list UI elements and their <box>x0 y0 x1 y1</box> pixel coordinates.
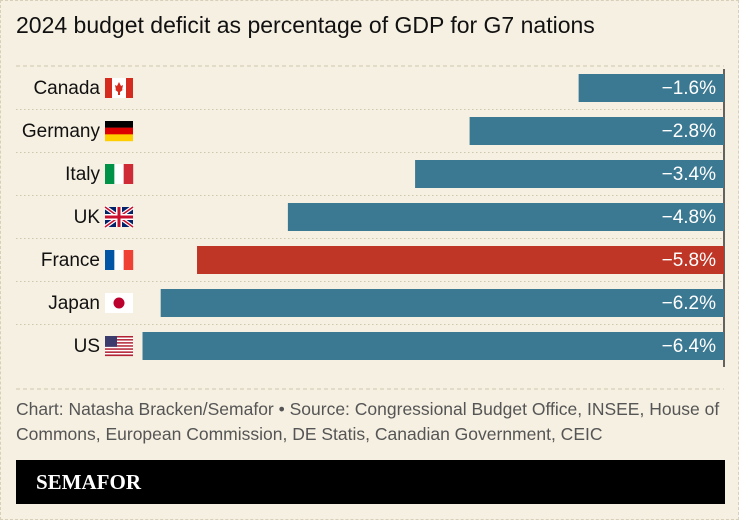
flag-part <box>105 207 133 227</box>
bar <box>469 117 724 145</box>
flag <box>105 336 133 357</box>
flag-part <box>105 164 115 184</box>
flag <box>105 121 133 142</box>
flag-part <box>105 345 133 347</box>
flag-part <box>105 250 115 270</box>
source-note: Chart: Natasha Bracken/Semafor • Source:… <box>16 399 720 444</box>
value-label: −1.6% <box>662 78 717 99</box>
chart: 2024 budget deficit as percentage of GDP… <box>16 12 725 390</box>
flag-part <box>105 121 133 128</box>
flag-part <box>105 342 133 344</box>
category-label: Japan <box>48 293 100 314</box>
flag-part <box>105 354 133 357</box>
value-label: −3.4% <box>662 164 717 185</box>
category-label: Canada <box>33 78 100 99</box>
category-label: UK <box>74 207 101 228</box>
flag-part <box>114 250 124 270</box>
flag-part <box>114 164 124 184</box>
flag-part <box>105 336 133 338</box>
flag <box>105 78 133 98</box>
category-label: France <box>41 250 100 271</box>
value-label: −4.8% <box>662 207 717 228</box>
flag-part <box>105 352 133 355</box>
flag-part <box>105 127 133 135</box>
brand: SEMAFOR <box>16 460 725 504</box>
flag-part <box>105 346 133 349</box>
category-label: US <box>74 336 100 357</box>
flag-part <box>114 82 124 95</box>
flag-part <box>113 297 125 309</box>
flag <box>105 164 134 184</box>
flag-part <box>105 134 133 142</box>
bar <box>287 203 724 231</box>
flag <box>103 205 135 229</box>
bar <box>142 332 724 360</box>
flag <box>105 293 133 313</box>
flag-part <box>105 336 117 347</box>
flag-part <box>105 339 133 341</box>
flag-part <box>105 78 112 98</box>
value-label: −2.8% <box>662 121 717 142</box>
flag-part <box>105 351 133 354</box>
category-label: Italy <box>65 164 100 185</box>
value-label: −5.8% <box>662 250 717 271</box>
bar <box>415 160 724 188</box>
flag-part <box>105 340 133 343</box>
value-label: −6.2% <box>662 293 717 314</box>
flag-part <box>123 164 134 184</box>
bar <box>197 246 724 274</box>
flag-part <box>126 78 133 98</box>
flag-part <box>105 343 133 346</box>
flag-part <box>105 348 133 350</box>
value-label: −6.4% <box>662 336 717 357</box>
bar <box>160 289 724 317</box>
flag-part <box>105 337 133 340</box>
flag <box>105 250 134 270</box>
flag-part <box>123 250 134 270</box>
flag-part <box>105 349 133 352</box>
bar <box>578 74 724 102</box>
category-label: Germany <box>22 121 101 142</box>
chart-title: 2024 budget deficit as percentage of GDP… <box>16 12 595 38</box>
